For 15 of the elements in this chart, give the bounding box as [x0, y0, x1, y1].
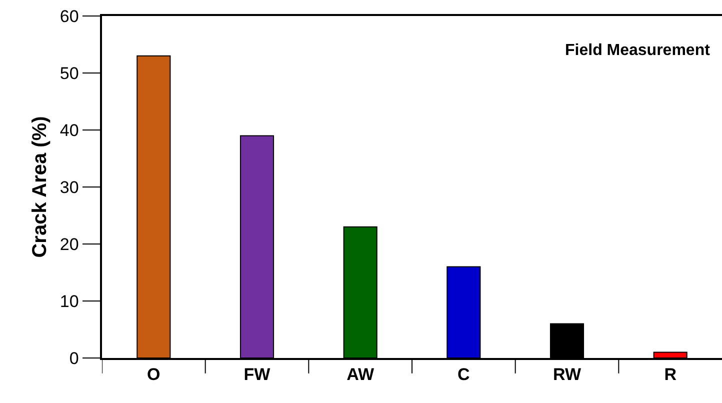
y-tick-label: 50	[60, 64, 79, 83]
x-tick-label: R	[664, 365, 676, 384]
y-axis-title: Crack Area (%)	[28, 116, 51, 258]
y-tick-label: 20	[60, 234, 79, 254]
x-tick-label: RW	[552, 365, 582, 384]
y-tick-label: 60	[60, 6, 79, 26]
annotation: Field Measurement	[565, 42, 711, 59]
y-tick-label: 0	[69, 348, 79, 368]
y-tick-label: 30	[60, 178, 79, 197]
x-tick-label: O	[147, 365, 160, 384]
x-tick-label: FW	[244, 365, 272, 384]
y-tick-label: 40	[60, 120, 79, 140]
x-tick-label: C	[458, 365, 470, 384]
y-tick-label: 10	[60, 292, 79, 311]
x-tick-label: AW	[346, 365, 375, 384]
